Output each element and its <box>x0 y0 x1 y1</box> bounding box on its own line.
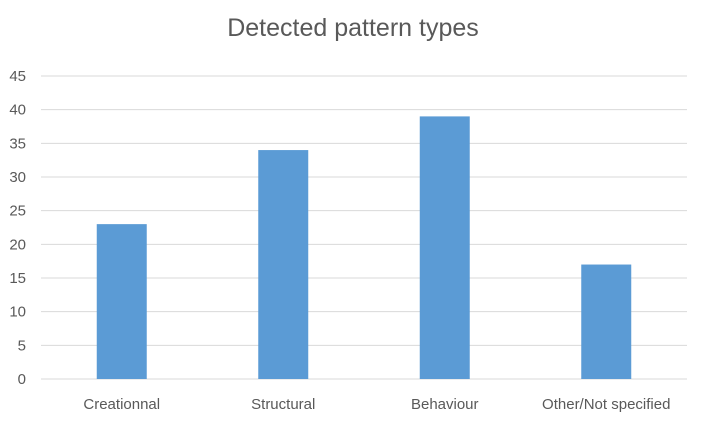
y-tick-label: 30 <box>9 169 26 186</box>
y-tick-label: 0 <box>18 371 26 388</box>
x-category-label: Behaviour <box>411 396 479 413</box>
chart-title: Detected pattern types <box>227 14 479 42</box>
y-tick-label: 15 <box>9 270 26 287</box>
bar-structural <box>258 150 309 379</box>
x-category-label: Other/Not specified <box>542 396 670 413</box>
bar-creationnal <box>96 224 147 379</box>
y-tick-label: 25 <box>9 203 26 220</box>
bar-other-not-specified <box>581 264 632 379</box>
y-tick-label: 45 <box>9 68 26 85</box>
bar-behaviour <box>419 116 470 380</box>
y-tick-label: 20 <box>9 236 26 253</box>
y-tick-label: 10 <box>9 304 26 321</box>
x-axis-categories: Creationnal Structural Behaviour Other/Not … <box>83 396 670 413</box>
y-tick-label: 35 <box>9 135 26 152</box>
gridlines <box>41 75 687 380</box>
x-category-label: Creationnal <box>83 396 160 413</box>
y-tick-label: 5 <box>18 337 26 354</box>
y-axis-ticks: 0 5 10 15 20 25 30 35 40 45 <box>9 68 26 388</box>
y-tick-label: 40 <box>9 102 26 119</box>
bars <box>96 116 632 380</box>
x-category-label: Structural <box>251 396 315 413</box>
